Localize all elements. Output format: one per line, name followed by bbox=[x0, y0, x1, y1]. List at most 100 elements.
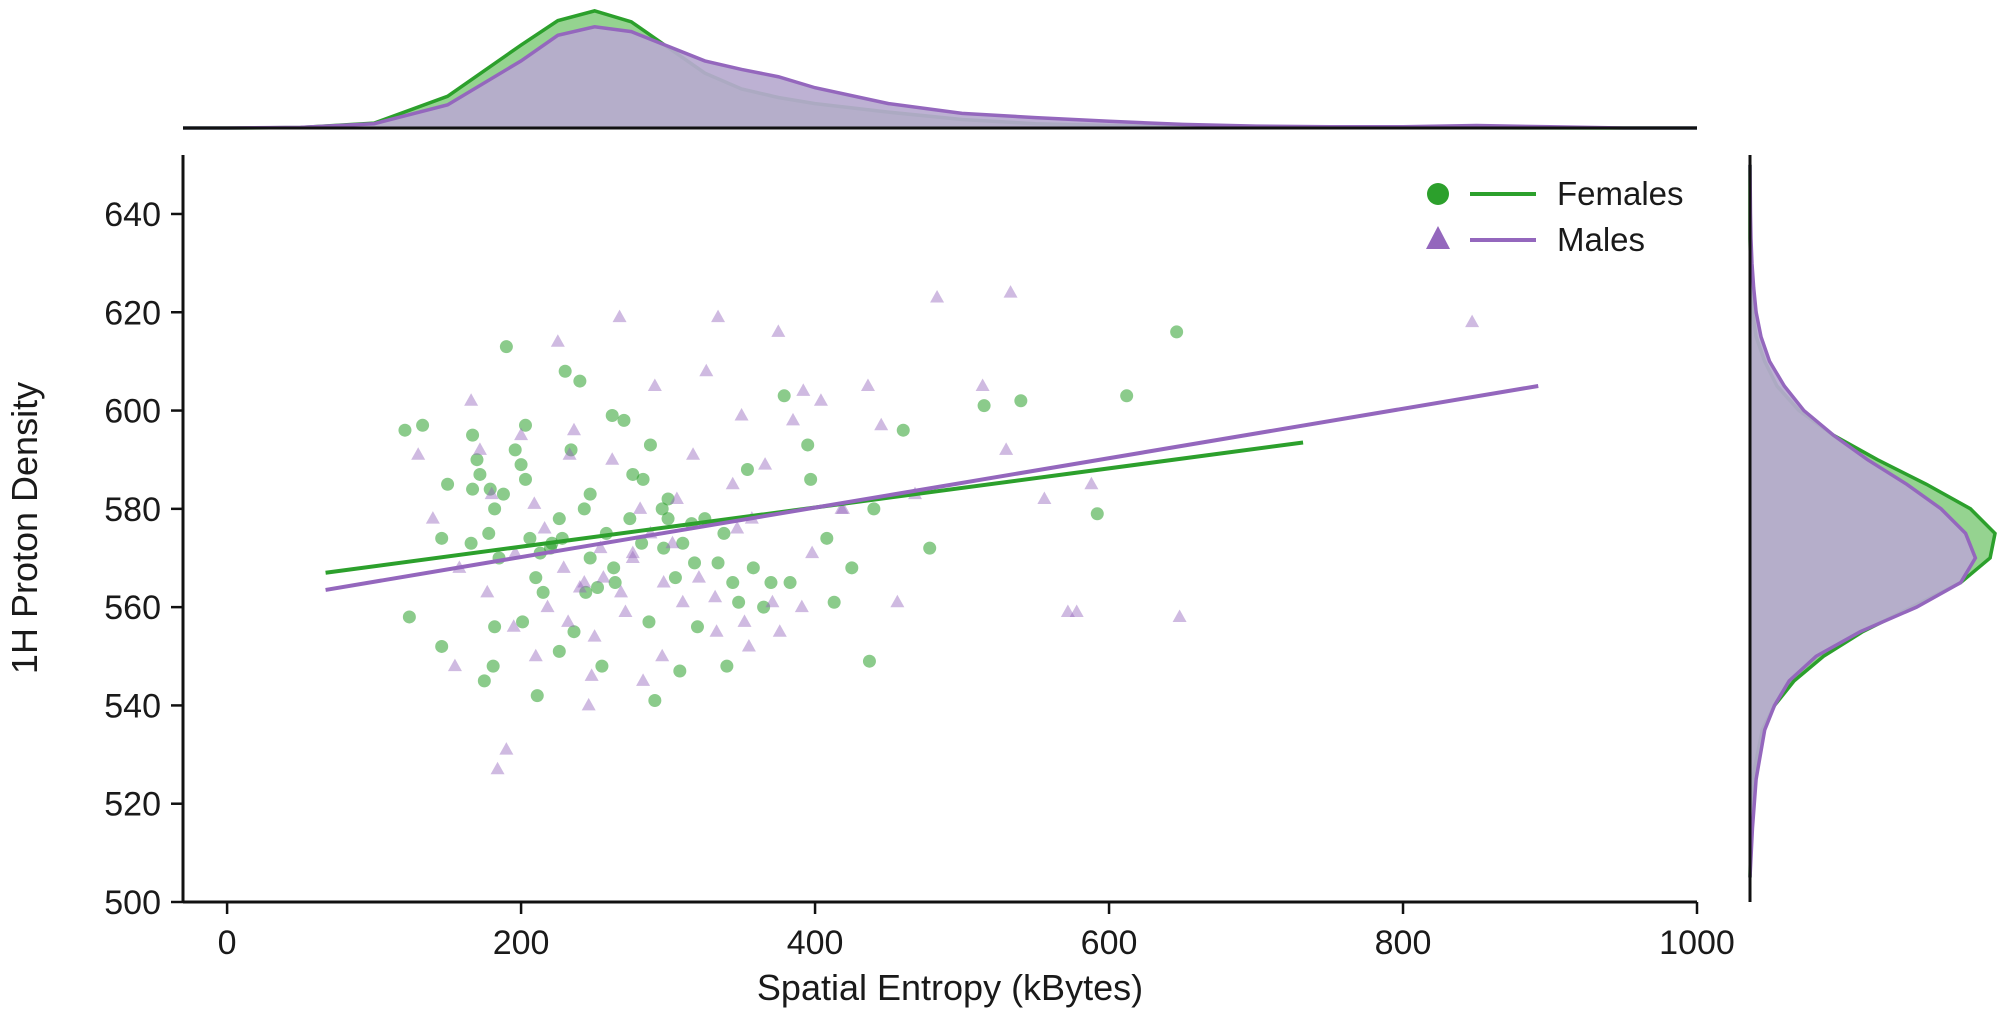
point-females bbox=[673, 664, 687, 678]
point-males bbox=[765, 594, 780, 608]
point-females bbox=[764, 576, 778, 590]
point-males bbox=[508, 545, 523, 559]
point-females bbox=[529, 571, 543, 585]
x-tick-label: 1000 bbox=[1659, 924, 1735, 962]
x-axis-ticks: 0 200 400 600 800 1000 bbox=[218, 902, 1735, 962]
point-females bbox=[536, 585, 550, 599]
point-females bbox=[398, 423, 412, 437]
right-density-curve-males bbox=[1748, 164, 1978, 878]
point-females bbox=[595, 659, 609, 673]
point-females bbox=[573, 374, 587, 388]
point-females bbox=[558, 364, 572, 378]
point-females bbox=[777, 389, 791, 403]
y-tick-label: 620 bbox=[104, 294, 161, 332]
point-males bbox=[636, 673, 651, 686]
point-females bbox=[626, 467, 640, 481]
point-males bbox=[556, 560, 571, 573]
point-females bbox=[435, 639, 449, 653]
point-females bbox=[464, 536, 478, 550]
point-males bbox=[741, 638, 756, 652]
point-females bbox=[516, 615, 530, 629]
point-females bbox=[518, 472, 532, 486]
point-females bbox=[668, 571, 682, 585]
point-males bbox=[1037, 491, 1052, 505]
point-females bbox=[583, 551, 597, 565]
point-females bbox=[783, 576, 797, 590]
point-females bbox=[676, 536, 690, 550]
x-tick-label: 200 bbox=[493, 924, 550, 962]
right-marginal-density bbox=[1748, 155, 1997, 902]
point-males bbox=[447, 658, 462, 672]
point-females bbox=[605, 408, 619, 422]
point-females bbox=[720, 659, 734, 673]
point-females bbox=[661, 492, 675, 506]
point-males bbox=[890, 594, 905, 608]
point-males bbox=[1084, 476, 1099, 490]
point-females bbox=[530, 689, 544, 703]
point-females bbox=[923, 541, 937, 555]
point-males bbox=[1003, 285, 1018, 298]
point-males bbox=[577, 575, 592, 588]
point-females bbox=[657, 541, 671, 555]
point-females bbox=[896, 423, 910, 437]
point-females bbox=[577, 502, 591, 516]
point-females bbox=[402, 610, 416, 624]
point-males bbox=[425, 511, 440, 524]
top-density-fill-males bbox=[183, 26, 1697, 129]
point-females bbox=[496, 487, 510, 501]
point-females bbox=[470, 453, 484, 467]
point-females bbox=[567, 625, 581, 639]
point-males bbox=[612, 309, 627, 323]
legend-label-males: Males bbox=[1557, 221, 1645, 258]
point-males bbox=[730, 521, 745, 534]
point-females bbox=[608, 576, 622, 590]
point-males bbox=[834, 501, 849, 514]
point-females bbox=[477, 674, 491, 688]
point-females bbox=[623, 512, 637, 526]
regression-lines bbox=[325, 384, 1539, 592]
point-females bbox=[655, 502, 669, 516]
point-females bbox=[1090, 507, 1104, 521]
point-females bbox=[717, 526, 731, 540]
point-females bbox=[827, 595, 841, 609]
point-males bbox=[625, 550, 640, 563]
point-males bbox=[669, 491, 684, 505]
legend-label-females: Females bbox=[1557, 175, 1684, 212]
point-males bbox=[514, 427, 529, 441]
scatter-plot-area: 500 520 540 560 580 600 620 640 0 200 400 600 800 10… bbox=[104, 155, 1735, 962]
point-females bbox=[488, 620, 502, 634]
point-males bbox=[527, 496, 542, 509]
point-males bbox=[411, 447, 426, 460]
point-females bbox=[486, 659, 500, 673]
point-females bbox=[617, 413, 631, 427]
point-males bbox=[537, 521, 552, 534]
point-females bbox=[740, 463, 754, 477]
point-males bbox=[686, 447, 701, 460]
point-males bbox=[561, 614, 576, 627]
x-tick-label: 800 bbox=[1375, 924, 1432, 962]
point-females bbox=[523, 531, 537, 545]
point-males bbox=[813, 393, 828, 406]
point-females bbox=[499, 340, 513, 354]
point-females bbox=[642, 615, 656, 629]
point-males bbox=[708, 589, 723, 603]
point-males bbox=[490, 761, 505, 775]
point-males bbox=[999, 442, 1014, 455]
point-females bbox=[508, 443, 522, 457]
point-males bbox=[1069, 604, 1084, 618]
legend-marker-males bbox=[1426, 226, 1450, 249]
point-males bbox=[758, 457, 773, 470]
point-females bbox=[746, 561, 760, 575]
point-males bbox=[656, 575, 671, 588]
y-axis-label: 1H Proton Density bbox=[4, 382, 45, 674]
point-females bbox=[552, 644, 566, 658]
point-males bbox=[581, 697, 596, 711]
right-density-fill-males bbox=[1750, 164, 1976, 878]
point-males bbox=[647, 378, 662, 391]
point-males bbox=[699, 363, 714, 377]
point-males bbox=[528, 648, 543, 662]
point-males bbox=[472, 442, 487, 455]
point-females bbox=[514, 458, 528, 472]
point-females bbox=[690, 620, 704, 634]
